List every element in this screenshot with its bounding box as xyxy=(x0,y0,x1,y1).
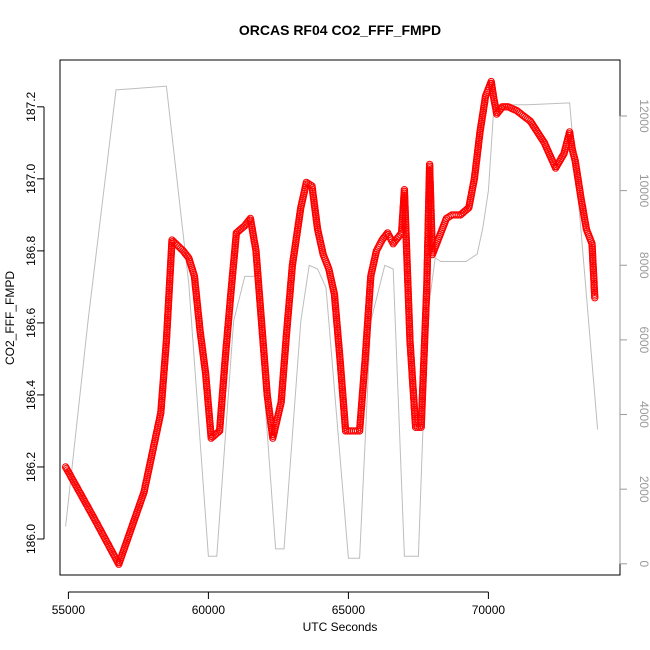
interpolated-point xyxy=(502,103,510,111)
x-tick-label: 70000 xyxy=(472,603,506,617)
interpolated-point xyxy=(452,211,460,219)
y-axis-label: CO2_FFF_FMPD xyxy=(3,271,17,365)
y-tick-label: 187.2 xyxy=(24,91,38,121)
x-tick-label: 60000 xyxy=(192,603,226,617)
axes-group: 55000 60000 65000 70000186.0186.2186.4186.6… xyxy=(24,59,650,617)
altitude-line-group xyxy=(65,85,599,559)
data-point xyxy=(302,178,311,187)
data-point xyxy=(341,427,350,435)
x-axis-label: UTC Seconds xyxy=(303,620,378,634)
interpolated-point xyxy=(304,179,312,188)
y-tick-label: 186.6 xyxy=(24,308,38,338)
altitude-line xyxy=(65,85,599,559)
data-points-group xyxy=(61,77,599,568)
x-tick-label: 65000 xyxy=(332,603,366,617)
y2-tick-label: 2000 xyxy=(637,476,650,503)
y-tick-label: 186.0 xyxy=(24,524,38,554)
y2-tick-label: 6000 xyxy=(637,327,650,354)
data-point xyxy=(442,214,451,223)
y-tick-label: 186.2 xyxy=(24,452,38,482)
y2-tick-label: 4000 xyxy=(637,401,650,428)
y-tick-label: 186.8 xyxy=(24,236,38,266)
y-tick-label: 186.4 xyxy=(24,380,38,410)
y2-tick-label: 10000 xyxy=(637,174,650,208)
interpolated-point xyxy=(559,151,567,159)
y-tick-label: 187.0 xyxy=(24,164,38,194)
x-tick-label: 55000 xyxy=(52,603,86,617)
chart-title: ORCAS RF04 CO2_FFF_FMPD xyxy=(239,22,441,38)
data-point xyxy=(498,103,507,111)
y2-tick-label: 8000 xyxy=(637,252,650,279)
y2-tick-label: 12000 xyxy=(637,99,650,133)
data-point xyxy=(591,294,599,302)
y2-tick-label: 0 xyxy=(637,560,650,567)
interpolated-point xyxy=(351,427,360,435)
